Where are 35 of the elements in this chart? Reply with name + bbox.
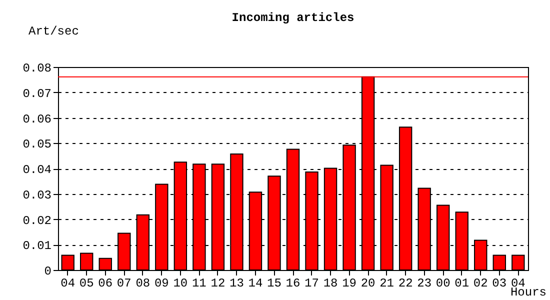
y-tick-label: 0.04 xyxy=(22,163,52,177)
x-tick-label: 20 xyxy=(360,276,376,290)
y-tick-label: 0.08 xyxy=(22,62,52,76)
x-tick-label: 15 xyxy=(267,276,282,290)
x-tick-label: 05 xyxy=(79,276,94,290)
x-tick-label: 22 xyxy=(398,276,413,290)
y-tick-label: 0 xyxy=(44,264,52,278)
x-tick-label: 12 xyxy=(210,276,226,290)
x-tick-label: 04 xyxy=(60,276,76,290)
x-tick-label: 09 xyxy=(154,276,169,290)
y-tick-label: 0.02 xyxy=(22,214,52,228)
x-tick-label: 06 xyxy=(98,276,113,290)
x-tick-label: 23 xyxy=(417,276,432,290)
y-tick-label: 0.05 xyxy=(22,138,52,152)
x-tick-label: 02 xyxy=(473,276,488,290)
x-tick-label: 13 xyxy=(230,276,244,290)
x-tick-label: 01 xyxy=(454,276,470,290)
x-tick-label: 16 xyxy=(286,276,300,290)
y-tick-label: 0.06 xyxy=(22,112,52,126)
x-tick-label: 03 xyxy=(492,276,507,290)
y-tick-label: 0.01 xyxy=(22,239,52,254)
x-tick-label: 11 xyxy=(192,276,206,290)
y-tick-label: 0.03 xyxy=(22,188,52,202)
x-tick-label: 18 xyxy=(323,276,338,290)
x-tick-label: 00 xyxy=(436,276,450,290)
x-tick-label: 08 xyxy=(136,276,150,290)
x-tick-label: 17 xyxy=(304,276,319,290)
x-tick-label: 07 xyxy=(116,276,132,290)
y-axis-title: Art/sec xyxy=(28,24,79,38)
x-tick-label: 19 xyxy=(342,276,356,290)
x-tick-label: 10 xyxy=(173,276,188,290)
y-tick-label: 0.07 xyxy=(22,86,52,101)
x-tick-label: 21 xyxy=(380,276,394,290)
x-tick-label: 14 xyxy=(248,276,263,290)
chart-title: Incoming articles xyxy=(232,11,354,25)
